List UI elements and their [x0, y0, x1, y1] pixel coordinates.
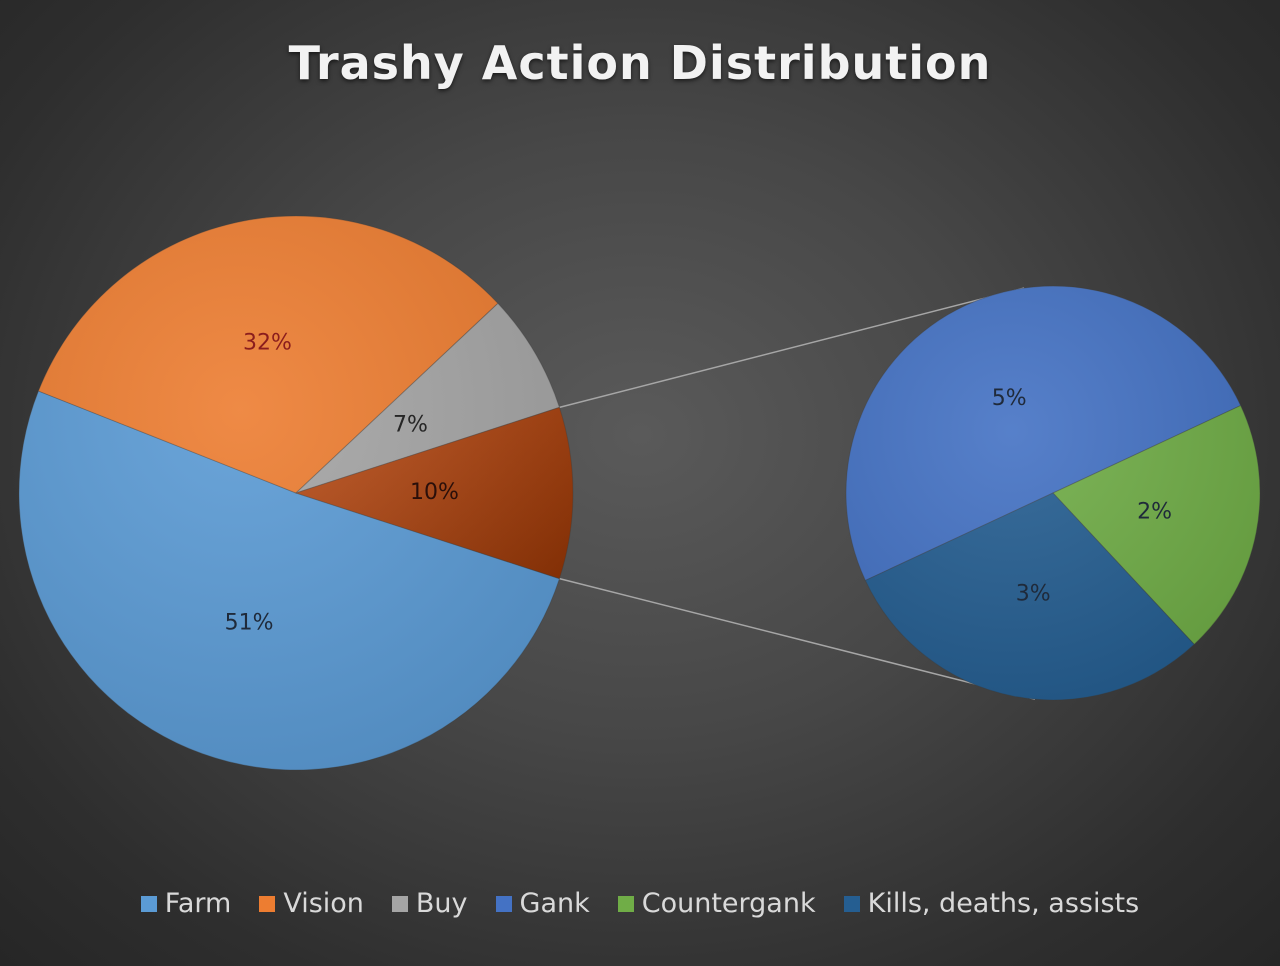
legend-item: Kills, deaths, assists: [843, 888, 1140, 919]
connector-line-bottom: [559, 577, 1036, 700]
legend-label: Farm: [164, 888, 232, 919]
slice-labels: 51% 32% 7% 10% 5% 2% 3%: [225, 330, 1172, 635]
legend-swatch: [259, 895, 276, 912]
legend-item: Farm: [140, 888, 232, 919]
data-label-buy: 7%: [393, 412, 428, 437]
main-pie: [18, 215, 574, 771]
pie-shading: [846, 286, 1260, 700]
legend-item: Buy: [391, 888, 468, 919]
legend-label: Gank: [519, 888, 590, 919]
data-label-vision: 32%: [243, 330, 292, 355]
legend: Farm Vision Buy Gank Countergank Kills, death…: [0, 888, 1280, 919]
legend-item: Vision: [259, 888, 364, 919]
legend-swatch: [140, 895, 157, 912]
legend-label: Buy: [415, 888, 468, 919]
legend-label: Countergank: [641, 888, 816, 919]
connector-lines: [559, 287, 1036, 700]
connector-line-top: [559, 287, 1025, 409]
legend-label: Kills, deaths, assists: [867, 888, 1140, 919]
legend-item: Gank: [495, 888, 590, 919]
data-label-other: 10%: [410, 480, 459, 505]
data-label-farm: 51%: [225, 610, 274, 635]
legend-swatch: [495, 895, 512, 912]
pie-shading: [19, 216, 573, 770]
legend-label: Vision: [283, 888, 364, 919]
legend-swatch: [617, 895, 634, 912]
data-label-countergank: 2%: [1137, 500, 1172, 525]
data-label-kills-deaths-assists: 3%: [1016, 582, 1051, 607]
legend-item: Countergank: [617, 888, 816, 919]
data-label-gank: 5%: [992, 386, 1027, 411]
legend-swatch: [391, 895, 408, 912]
legend-swatch: [843, 895, 860, 912]
secondary-pie: [845, 285, 1261, 701]
chart-title: Trashy Action Distribution: [288, 36, 992, 90]
